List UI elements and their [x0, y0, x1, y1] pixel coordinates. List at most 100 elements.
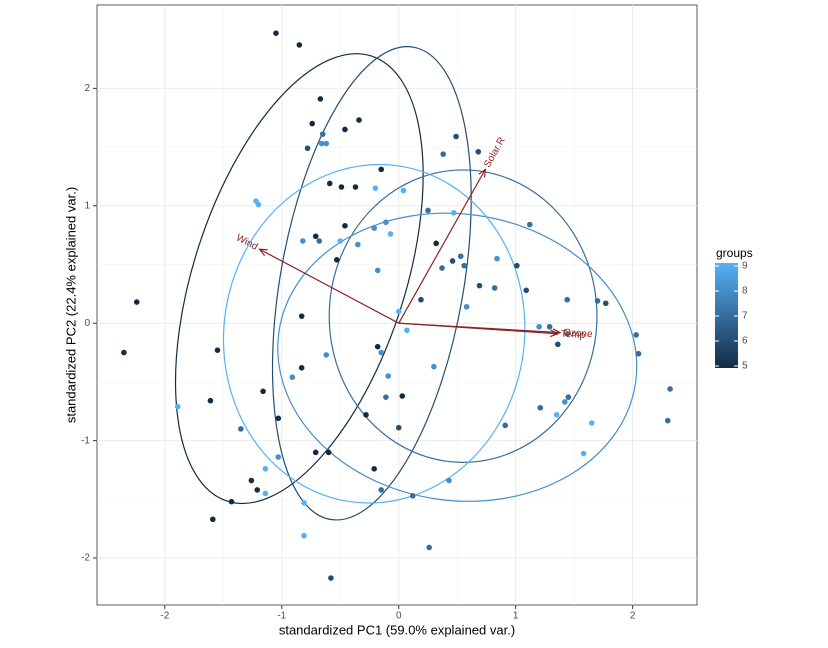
y-tick-label: 2: [84, 83, 90, 94]
point: [439, 265, 445, 271]
point: [318, 140, 325, 147]
group-ellipse: [277, 212, 638, 502]
arrow-label: Temp: [560, 329, 586, 342]
x-tick-label: -2: [160, 611, 169, 622]
point: [399, 393, 406, 399]
point: [523, 287, 530, 294]
point: [418, 296, 424, 303]
point: [385, 373, 392, 379]
point: [275, 454, 282, 460]
point: [514, 262, 520, 269]
point: [296, 42, 303, 48]
point: [400, 187, 407, 194]
point: [248, 477, 255, 484]
point: [298, 313, 305, 319]
group-ellipse: [328, 169, 598, 463]
x-tick-label: 0: [396, 611, 402, 622]
point: [214, 347, 221, 354]
point: [319, 131, 326, 137]
point: [580, 450, 587, 457]
point: [207, 397, 214, 404]
point: [594, 298, 601, 304]
point: [664, 417, 671, 424]
point: [304, 145, 311, 152]
point: [309, 120, 316, 127]
point: [602, 300, 609, 307]
point: [502, 422, 508, 429]
x-axis-title: standardized PC1 (59.0% explained var.): [279, 622, 515, 637]
point: [209, 516, 216, 523]
group-ellipse: [271, 46, 472, 521]
point: [546, 323, 553, 330]
point: [555, 341, 561, 348]
point: [323, 352, 330, 358]
point: [337, 238, 344, 244]
legend-label: 6: [742, 336, 748, 347]
legend-label: 7: [742, 311, 748, 322]
point: [298, 365, 305, 371]
point: [312, 233, 319, 240]
point: [378, 349, 385, 356]
loading-arrow: [260, 249, 400, 324]
point: [342, 126, 348, 133]
point: [426, 544, 432, 551]
point: [463, 303, 470, 310]
legend-label: 5: [742, 361, 748, 372]
point: [633, 332, 639, 338]
point: [537, 404, 544, 411]
y-tick-label: -2: [81, 553, 90, 564]
point: [301, 500, 307, 506]
point: [476, 282, 483, 289]
point: [526, 221, 533, 228]
colorbar: [715, 263, 738, 368]
point: [588, 420, 595, 426]
point: [312, 449, 319, 456]
point: [565, 394, 572, 400]
point: [326, 180, 333, 187]
point: [374, 267, 381, 274]
y-axis-title: standardized PC2 (22.4% explained var.): [63, 187, 78, 423]
group-ellipse: [222, 163, 526, 504]
point: [433, 240, 439, 247]
point: [363, 411, 369, 418]
point: [374, 343, 381, 350]
point: [457, 253, 464, 260]
y-tick-label: 0: [84, 318, 90, 329]
point: [301, 532, 307, 539]
legend-title: groups: [716, 246, 753, 260]
legend-label: 9: [742, 261, 748, 272]
point: [409, 493, 416, 499]
point: [325, 449, 332, 456]
point: [333, 256, 340, 263]
arrow-label: Ozone: [563, 327, 593, 340]
point: [328, 575, 334, 581]
point: [461, 262, 468, 269]
point: [564, 330, 570, 337]
point: [440, 151, 446, 157]
point: [356, 117, 362, 123]
point: [121, 349, 127, 356]
point: [491, 285, 498, 291]
point: [425, 207, 431, 214]
loading-arrow: [398, 169, 486, 324]
point: [262, 490, 269, 497]
point: [300, 238, 306, 244]
point: [494, 255, 500, 262]
point: [355, 241, 361, 248]
point: [275, 415, 282, 422]
point: [383, 394, 389, 400]
point: [635, 350, 642, 357]
point: [352, 184, 359, 190]
point: [316, 238, 323, 244]
point: [562, 399, 568, 405]
point: [260, 388, 266, 395]
point: [262, 465, 269, 472]
point: [133, 299, 140, 305]
point: [450, 210, 457, 216]
point: [378, 487, 385, 493]
point: [228, 498, 235, 505]
point: [238, 426, 244, 432]
point: [553, 411, 560, 418]
point: [255, 201, 262, 208]
point: [431, 363, 437, 370]
